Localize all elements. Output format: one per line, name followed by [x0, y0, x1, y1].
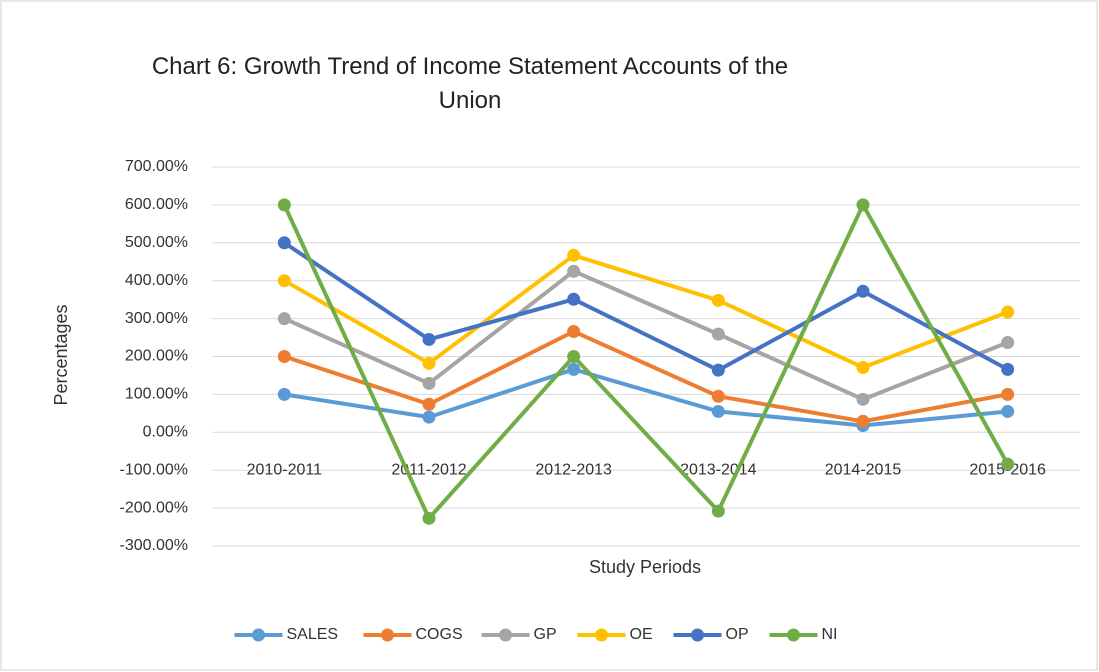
data-point	[567, 248, 581, 262]
x-axis-label: Study Periods	[589, 557, 701, 577]
y-tick-label: 100.00%	[125, 386, 188, 403]
y-axis-label: Percentages	[51, 304, 71, 405]
y-tick-label: 600.00%	[125, 196, 188, 213]
data-point	[567, 292, 581, 306]
y-tick-label: 0.00%	[143, 424, 188, 441]
data-point	[856, 414, 870, 428]
data-point	[856, 360, 870, 374]
y-tick-label: 300.00%	[125, 310, 188, 327]
data-point	[1001, 404, 1015, 418]
data-point	[711, 504, 725, 518]
data-point	[1001, 305, 1015, 319]
data-point	[422, 410, 436, 424]
legend-label: OE	[630, 626, 653, 643]
data-point	[277, 274, 291, 288]
legend-label: COGS	[416, 626, 463, 643]
y-tick-label: 500.00%	[125, 234, 188, 251]
legend-marker	[691, 628, 704, 642]
legend-label: OP	[726, 626, 749, 643]
data-point	[711, 363, 725, 377]
data-point	[277, 387, 291, 401]
legend-marker	[252, 628, 265, 642]
y-tick-label: 400.00%	[125, 272, 188, 289]
data-point	[567, 362, 581, 376]
data-point	[711, 404, 725, 418]
legend-label: NI	[822, 626, 838, 643]
legend-marker	[499, 628, 512, 642]
data-point	[711, 293, 725, 307]
legend-label: GP	[534, 626, 557, 643]
data-point	[422, 332, 436, 346]
y-tick-label: -200.00%	[120, 499, 189, 516]
x-tick-label: 2012-2013	[535, 462, 612, 479]
data-point	[856, 198, 870, 212]
data-point	[277, 312, 291, 326]
x-tick-label: 2013-2014	[680, 462, 757, 479]
series-line	[283, 253, 1009, 370]
data-point	[711, 389, 725, 403]
legend-marker	[595, 628, 608, 642]
series-line	[283, 269, 1009, 402]
data-point	[422, 397, 436, 411]
data-point	[277, 198, 291, 212]
data-point	[277, 350, 291, 363]
chart-title: Chart 6: Growth Trend of Income Statemen…	[151, 53, 789, 114]
y-tick-label: 700.00%	[125, 158, 188, 175]
data-point	[567, 324, 581, 338]
data-point	[422, 376, 436, 390]
data-point	[277, 236, 291, 250]
data-point	[711, 327, 725, 341]
x-tick-label: 2014-2015	[825, 462, 902, 479]
data-point	[422, 356, 436, 370]
series-line	[282, 202, 1010, 521]
series-line	[283, 241, 1009, 373]
legend-marker	[381, 628, 394, 642]
data-point	[422, 511, 436, 525]
legend-marker	[787, 628, 800, 642]
legend-label: SALES	[287, 626, 339, 643]
data-point	[1001, 457, 1015, 471]
y-tick-label: -100.00%	[120, 461, 189, 478]
x-tick-label: 2010-2011	[247, 462, 322, 479]
data-point	[567, 350, 581, 363]
data-point	[1001, 335, 1015, 349]
data-point	[1001, 362, 1015, 376]
y-tick-label: 200.00%	[125, 348, 188, 365]
data-point	[567, 264, 581, 278]
data-point	[856, 392, 870, 406]
y-tick-label: -300.00%	[120, 537, 189, 554]
data-point	[1001, 387, 1015, 401]
data-point	[856, 284, 870, 298]
series-line	[284, 367, 1008, 428]
series-line	[283, 329, 1009, 424]
